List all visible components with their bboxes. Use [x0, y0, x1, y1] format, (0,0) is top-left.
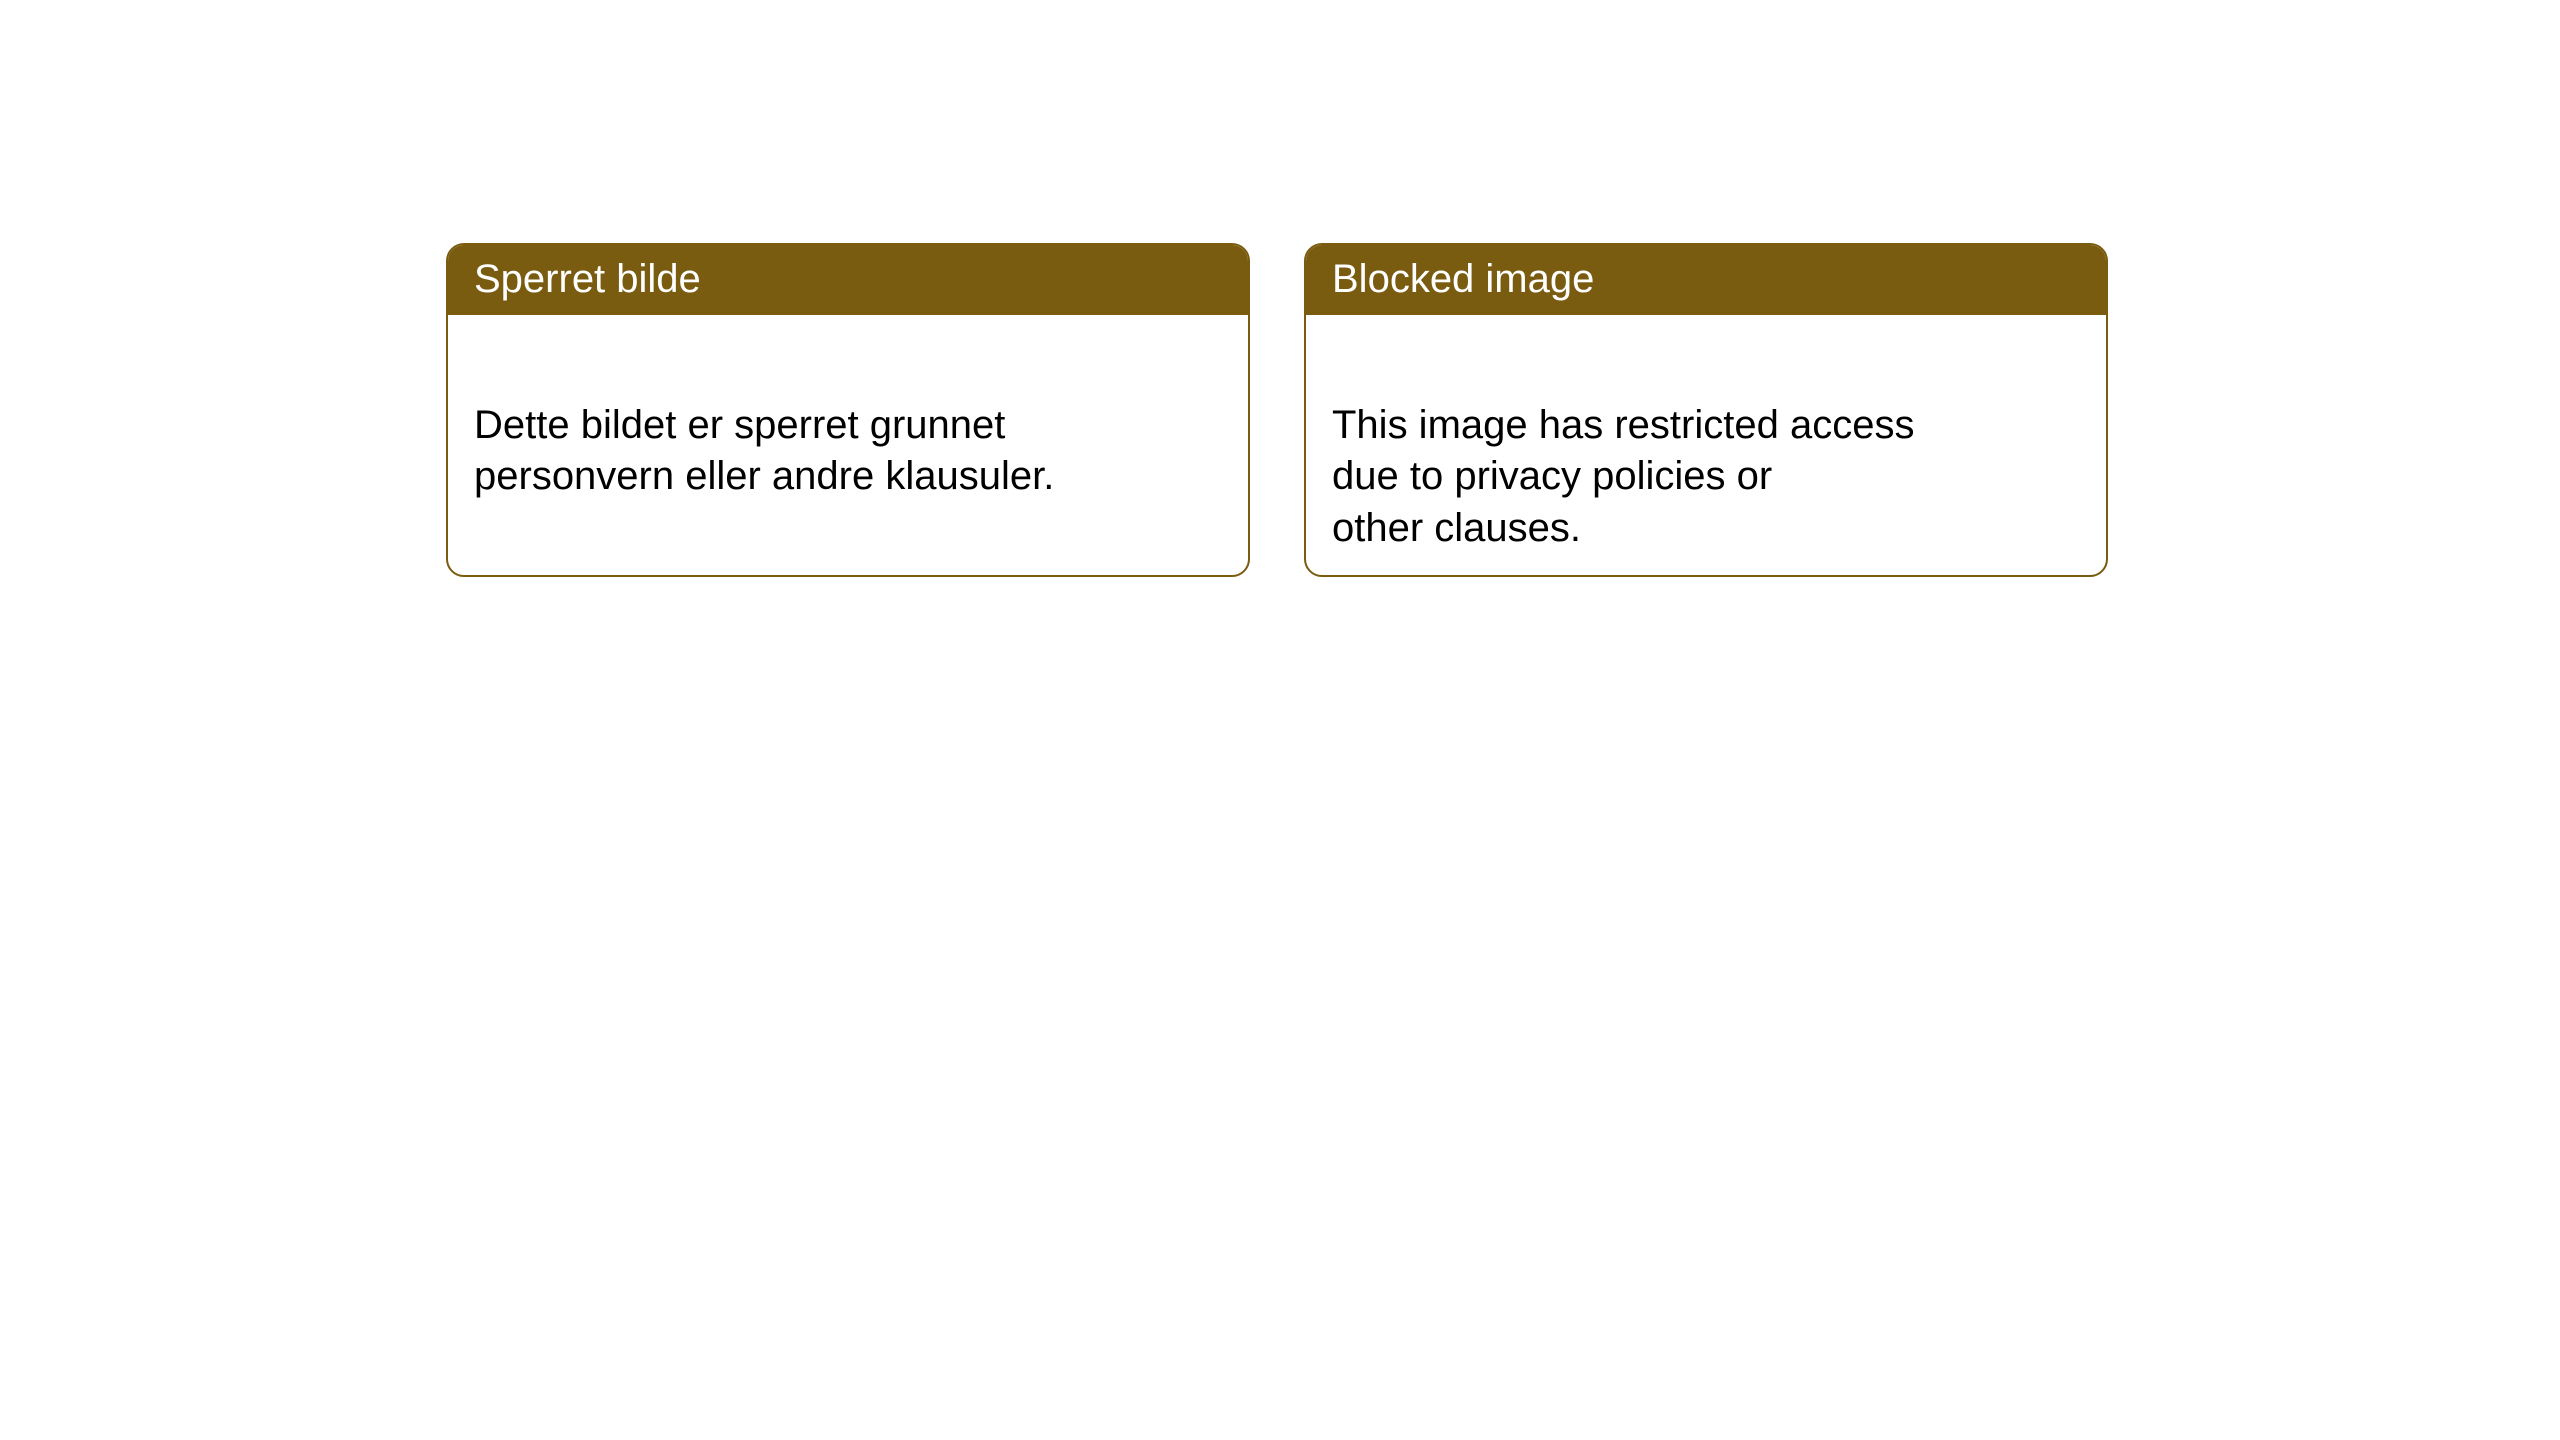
notice-card-english: Blocked image This image has restricted …	[1304, 243, 2108, 577]
notice-card-norwegian: Sperret bilde Dette bildet er sperret gr…	[446, 243, 1250, 577]
card-body-text: Dette bildet er sperret grunnet personve…	[474, 403, 1054, 498]
card-header: Sperret bilde	[448, 245, 1248, 315]
card-header: Blocked image	[1306, 245, 2106, 315]
card-body: This image has restricted access due to …	[1306, 315, 2106, 577]
card-body-text: This image has restricted access due to …	[1332, 403, 1914, 549]
card-title: Sperret bilde	[474, 257, 701, 301]
notice-container: Sperret bilde Dette bildet er sperret gr…	[0, 0, 2560, 577]
card-body: Dette bildet er sperret grunnet personve…	[448, 315, 1248, 537]
card-title: Blocked image	[1332, 257, 1594, 301]
